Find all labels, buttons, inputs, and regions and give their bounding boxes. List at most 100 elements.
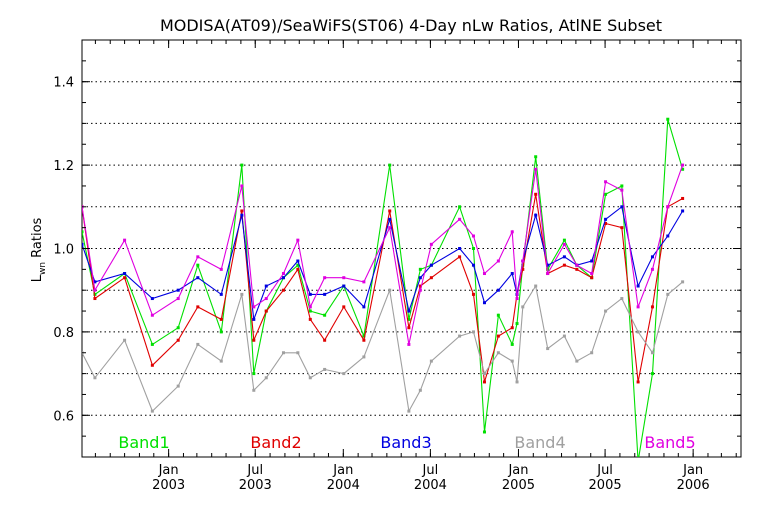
point-Band1-17 xyxy=(407,317,411,321)
point-Band4-21 xyxy=(471,330,475,334)
point-Band3-17 xyxy=(407,309,411,313)
point-Band5-28 xyxy=(546,272,550,276)
y-tick-label-3: 1.2 xyxy=(53,159,74,174)
point-Band1-20 xyxy=(458,205,462,209)
point-Band4-24 xyxy=(510,359,514,363)
series-lines xyxy=(82,117,685,457)
point-Band3-3 xyxy=(150,297,154,301)
point-Band2-27 xyxy=(534,192,538,196)
point-Band4-4 xyxy=(176,384,180,388)
point-Band3-24 xyxy=(510,272,514,276)
point-Band2-23 xyxy=(496,334,500,338)
point-Band1-24 xyxy=(510,342,514,346)
chart-title: MODISA(AT09)/SeaWiFS(ST06) 4-Day nLw Rat… xyxy=(160,16,662,35)
series-line-Band5 xyxy=(82,164,684,345)
point-Band1-25 xyxy=(515,322,519,326)
point-Band2-30 xyxy=(575,267,579,271)
point-Band4-16 xyxy=(388,288,392,292)
x-tick-month-0: Jan xyxy=(158,463,179,478)
x-tick-month-3: Jul xyxy=(422,463,439,478)
point-Band5-27 xyxy=(534,167,538,171)
point-Band2-31 xyxy=(590,276,594,280)
series-line-Band4 xyxy=(82,281,683,413)
point-Band3-2 xyxy=(123,272,127,276)
x-tick-month-5: Jul xyxy=(596,463,613,478)
point-Band5-2 xyxy=(123,238,127,242)
point-Band2-8 xyxy=(252,338,256,342)
x-tick-year-4: 2005 xyxy=(502,478,535,493)
point-Band1-32 xyxy=(604,192,608,196)
point-Band1-36 xyxy=(666,117,670,121)
series-Band5 xyxy=(82,163,685,346)
point-Band3-4 xyxy=(176,288,180,292)
point-Band3-22 xyxy=(482,301,486,305)
point-Band3-34 xyxy=(636,284,640,288)
point-Band1-7 xyxy=(240,163,244,167)
point-Band5-34 xyxy=(636,305,640,309)
point-Band4-15 xyxy=(362,355,366,359)
point-Band5-1 xyxy=(93,288,97,292)
point-Band2-16 xyxy=(388,209,392,213)
point-Band2-3 xyxy=(150,363,154,367)
point-Band5-19 xyxy=(429,242,433,246)
point-Band1-12 xyxy=(308,309,312,313)
y-axis-title-sub: wn xyxy=(38,262,48,275)
point-Band3-8 xyxy=(252,317,256,321)
point-Band2-33 xyxy=(620,226,624,230)
point-Band3-33 xyxy=(620,205,624,209)
legend-item-Band4: Band4 xyxy=(514,433,565,452)
point-Band4-37 xyxy=(681,280,685,284)
point-Band1-3 xyxy=(150,342,154,346)
point-Band4-10 xyxy=(281,351,285,355)
x-tick-year-2: 2004 xyxy=(327,478,360,493)
x-axis-ticks: Jan2003Jul2003Jan2004Jul2004Jan2005Jul20… xyxy=(94,40,737,493)
y-tick-label-1: 0.8 xyxy=(53,326,74,341)
point-Band3-7 xyxy=(240,213,244,217)
x-tick-month-4: Jan xyxy=(507,463,528,478)
y-tick-label-4: 1.4 xyxy=(53,76,74,91)
point-Band3-9 xyxy=(264,284,268,288)
point-Band2-4 xyxy=(176,338,180,342)
point-Band5-6 xyxy=(219,267,223,271)
point-Band3-5 xyxy=(196,276,200,280)
point-Band5-26 xyxy=(521,259,525,263)
point-Band2-11 xyxy=(296,267,300,271)
point-Band3-14 xyxy=(342,284,346,288)
point-Band3-32 xyxy=(604,217,608,221)
point-Band5-18 xyxy=(418,288,422,292)
point-Band5-4 xyxy=(176,297,180,301)
point-Band5-20 xyxy=(458,217,462,221)
point-Band1-8 xyxy=(252,372,256,376)
point-Band5-30 xyxy=(575,263,579,267)
legend-item-Band1: Band1 xyxy=(118,433,169,452)
point-Band2-34 xyxy=(636,380,640,384)
point-Band2-1 xyxy=(93,297,97,301)
point-Band5-21 xyxy=(471,234,475,238)
point-Band1-33 xyxy=(620,184,624,188)
x-tick-year-1: 2003 xyxy=(239,478,272,493)
y-tick-label-2: 1.0 xyxy=(53,243,74,258)
point-Band2-20 xyxy=(458,255,462,259)
point-Band4-31 xyxy=(590,351,594,355)
point-Band5-13 xyxy=(323,276,327,280)
legend: Band1 Band2 Band3 Band4 Band5 xyxy=(118,433,695,452)
point-Band4-27 xyxy=(534,284,538,288)
point-Band2-12 xyxy=(308,317,312,321)
point-Band1-23 xyxy=(496,313,500,317)
point-Band2-14 xyxy=(342,305,346,309)
point-Band3-18 xyxy=(418,276,422,280)
series-line-Band2 xyxy=(82,194,683,383)
point-Band1-13 xyxy=(323,313,327,317)
point-Band5-8 xyxy=(252,305,256,309)
point-Band4-5 xyxy=(196,342,200,346)
point-Band4-28 xyxy=(546,347,550,351)
point-Band4-29 xyxy=(562,334,566,338)
series-Band2 xyxy=(82,192,685,384)
point-Band4-23 xyxy=(496,351,500,355)
point-Band5-17 xyxy=(407,342,411,346)
point-Band3-36 xyxy=(666,234,670,238)
point-Band5-14 xyxy=(342,276,346,280)
x-tick-year-0: 2003 xyxy=(152,478,185,493)
point-Band2-22 xyxy=(482,380,486,384)
point-Band3-12 xyxy=(308,292,312,296)
